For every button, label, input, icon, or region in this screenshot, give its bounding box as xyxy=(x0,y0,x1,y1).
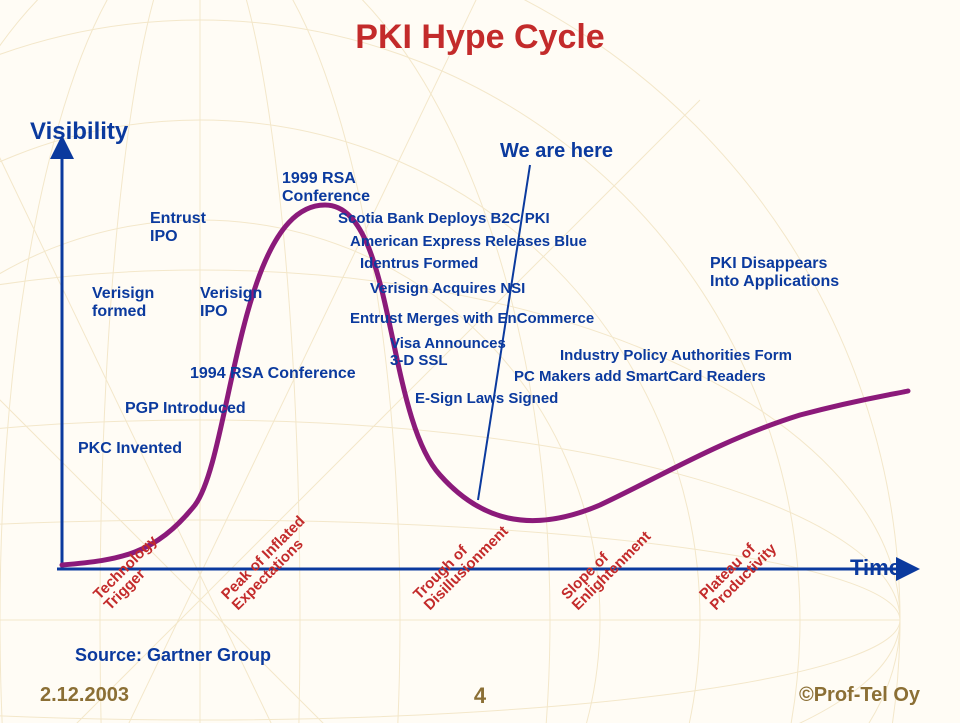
annot-esign: E-Sign Laws Signed xyxy=(415,390,558,407)
annot-verisign-ipo: Verisign IPO xyxy=(200,285,262,322)
annot-text: American Express Releases Blue xyxy=(350,233,587,250)
annot-text: Entrust IPO xyxy=(150,210,206,245)
annot-pgp: PGP Introduced xyxy=(125,400,246,418)
annot-text: Scotia Bank Deploys B2C PKI xyxy=(338,210,550,227)
annot-text: Entrust Merges with EnCommerce xyxy=(350,310,594,327)
annot-text: Verisign formed xyxy=(92,285,154,320)
annot-text: 1994 RSA Conference xyxy=(190,365,356,382)
hype-cycle-chart: We are here Entrust IPO Verisign formed … xyxy=(60,155,910,585)
annot-text: Verisign Acquires NSI xyxy=(370,280,525,297)
annot-text: PKI Disappears Into Applications xyxy=(710,255,839,290)
x-axis-label: Time xyxy=(850,555,901,581)
annot-text: 1999 RSA Conference xyxy=(282,170,370,205)
annot-text: Industry Policy Authorities Form xyxy=(560,347,792,364)
annot-verisign-formed: Verisign formed xyxy=(92,285,154,322)
annot-text: PGP Introduced xyxy=(125,400,246,417)
annot-pkc: PKC Invented xyxy=(78,440,182,458)
page-title: PKI Hype Cycle xyxy=(0,18,960,57)
annot-entrust-merge: Entrust Merges with EnCommerce xyxy=(350,310,594,327)
annot-identrus: Identrus Formed xyxy=(360,255,478,272)
annot-text: E-Sign Laws Signed xyxy=(415,390,558,407)
page-number: 4 xyxy=(474,683,486,708)
annot-text: PKC Invented xyxy=(78,440,182,457)
slide-content: PKI Hype Cycle Visibility We are here En… xyxy=(0,0,960,723)
annot-text: Verisign IPO xyxy=(200,285,262,320)
annot-nsi: Verisign Acquires NSI xyxy=(370,280,525,297)
annot-pki-disappears: PKI Disappears Into Applications xyxy=(710,255,839,292)
annot-pc-makers: PC Makers add SmartCard Readers xyxy=(514,368,766,385)
annot-text: Identrus Formed xyxy=(360,255,478,272)
annot-text: PC Makers add SmartCard Readers xyxy=(514,368,766,385)
footer-copyright: ©Prof-Tel Oy xyxy=(799,684,920,707)
callout-we-are-here: We are here xyxy=(500,140,613,163)
annot-text: Visa Announces 3-D SSL xyxy=(390,335,506,369)
annot-industry: Industry Policy Authorities Form xyxy=(560,347,792,364)
y-axis-label: Visibility xyxy=(30,118,128,146)
annot-scotia: Scotia Bank Deploys B2C PKI xyxy=(338,210,550,227)
annot-entrust-ipo: Entrust IPO xyxy=(150,210,206,247)
annot-visa: Visa Announces 3-D SSL xyxy=(390,335,506,370)
annot-rsa-1999: 1999 RSA Conference xyxy=(282,170,370,207)
source-label: Source: Gartner Group xyxy=(75,645,271,666)
annot-amex: American Express Releases Blue xyxy=(350,233,587,250)
annot-rsa-1994: 1994 RSA Conference xyxy=(190,365,356,383)
